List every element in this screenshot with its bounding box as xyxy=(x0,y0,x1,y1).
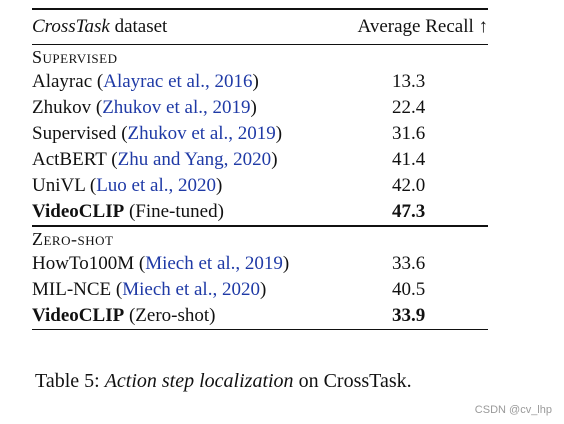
method-cell: HowTo100M (Miech et al., 2019) xyxy=(32,253,290,274)
section-title-zero-shot: Zero-shot xyxy=(32,229,114,249)
table-header: CrossTask dataset Average Recall ↑ xyxy=(32,10,488,44)
score-cell: 41.4 xyxy=(392,149,426,170)
method-name: ActBERT xyxy=(32,149,107,170)
table-row: Zhukov (Zhukov et al., 2019) 22.4 xyxy=(32,95,488,121)
watermark-text: CSDN @cv_lhp xyxy=(474,404,552,416)
method-name: VideoCLIP xyxy=(32,201,125,222)
method-name: Zhukov xyxy=(32,97,92,118)
method-name: Supervised xyxy=(32,123,117,144)
method-cell: Zhukov (Zhukov et al., 2019) xyxy=(32,97,257,118)
bottom-rule xyxy=(32,329,488,330)
method-variant: (Zero-shot) xyxy=(128,305,216,326)
method-cell: Supervised (Zhukov et al., 2019) xyxy=(32,123,283,144)
score-cell: 40.5 xyxy=(392,279,426,300)
score-cell: 42.0 xyxy=(392,175,426,196)
header-metric: Average Recall ↑ xyxy=(357,16,488,37)
header-dataset-suffix: dataset xyxy=(109,16,168,37)
citation-link[interactable]: Zhukov et al., 2019 xyxy=(102,97,251,118)
method-cell: ActBERT (Zhu and Yang, 2020) xyxy=(32,149,278,170)
section-title-supervised: Supervised xyxy=(32,47,118,67)
header-dataset-name: CrossTask xyxy=(32,16,110,37)
citation-link[interactable]: Alayrac et al., 2016 xyxy=(103,71,253,92)
citation-link[interactable]: Luo et al., 2020 xyxy=(96,175,216,196)
caption-title-rest: on CrossTask. xyxy=(293,370,412,392)
top-rule xyxy=(32,8,488,10)
method-variant: (Fine-tuned) xyxy=(128,201,224,222)
header-dataset: CrossTask dataset xyxy=(32,10,167,44)
citation-link[interactable]: Zhu and Yang, 2020 xyxy=(117,149,272,170)
method-cell: UniVL (Luo et al., 2020) xyxy=(32,175,223,196)
table-row: UniVL (Luo et al., 2020) 42.0 xyxy=(32,173,488,199)
table-row: MIL-NCE (Miech et al., 2020) 40.5 xyxy=(32,277,488,303)
table-row: HowTo100M (Miech et al., 2019) 33.6 xyxy=(32,251,488,277)
table-row-best: VideoCLIP (Zero-shot) 33.9 xyxy=(32,303,488,329)
score-cell: 13.3 xyxy=(392,71,426,92)
method-cell: MIL-NCE (Miech et al., 2020) xyxy=(32,279,267,300)
method-cell: VideoCLIP (Zero-shot) xyxy=(32,303,215,329)
caption-title-italic: Action step localization xyxy=(104,370,294,392)
score-cell: 31.6 xyxy=(392,123,426,144)
table-row-best: VideoCLIP (Fine-tuned) 47.3 xyxy=(32,199,488,225)
score-cell: 22.4 xyxy=(392,97,426,118)
method-cell: Alayrac (Alayrac et al., 2016) xyxy=(32,71,259,92)
header-rule xyxy=(32,44,488,45)
table-row: ActBERT (Zhu and Yang, 2020) 41.4 xyxy=(32,147,488,173)
score-cell: 47.3 xyxy=(392,201,426,222)
method-name: HowTo100M xyxy=(32,253,135,274)
citation-link[interactable]: Zhukov et al., 2019 xyxy=(127,123,276,144)
results-table: CrossTask dataset Average Recall ↑ Super… xyxy=(32,8,488,330)
method-name: UniVL xyxy=(32,175,86,196)
score-cell: 33.6 xyxy=(392,253,426,274)
table-caption: Table 5: Action step localization on Cro… xyxy=(35,368,412,394)
table-row: Supervised (Zhukov et al., 2019) 31.6 xyxy=(32,121,488,147)
citation-link[interactable]: Miech et al., 2019 xyxy=(145,253,283,274)
citation-link[interactable]: Miech et al., 2020 xyxy=(122,279,260,300)
score-cell: 33.9 xyxy=(392,305,426,326)
method-cell: VideoCLIP (Fine-tuned) xyxy=(32,199,224,225)
section-rule xyxy=(32,225,488,227)
method-name: MIL-NCE xyxy=(32,279,112,300)
table-row: Alayrac (Alayrac et al., 2016) 13.3 xyxy=(32,69,488,95)
method-name: VideoCLIP xyxy=(32,305,125,326)
caption-label: Table 5: xyxy=(35,370,105,392)
method-name: Alayrac xyxy=(32,71,93,92)
